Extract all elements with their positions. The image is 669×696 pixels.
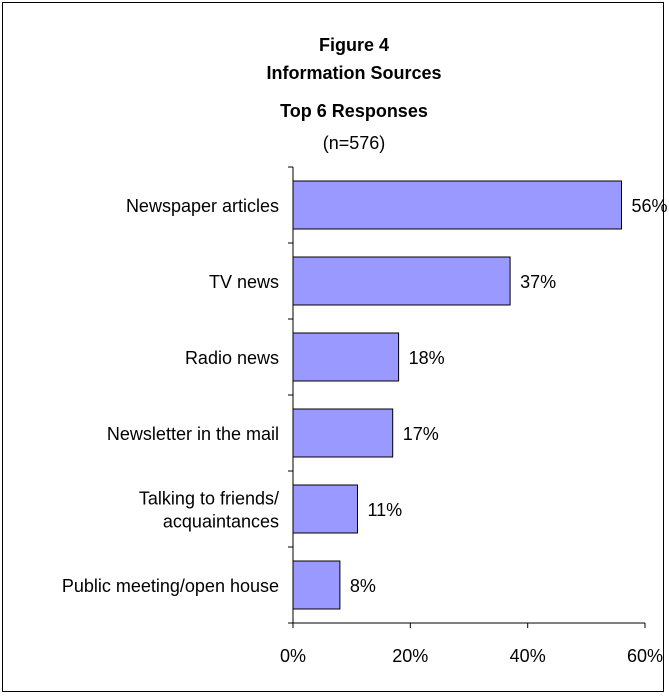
x-tick-label: 60%: [627, 646, 663, 666]
category-label: Newspaper articles: [126, 196, 279, 216]
data-label: 17%: [403, 424, 439, 444]
category-label: Radio news: [185, 348, 279, 368]
data-label: 18%: [409, 348, 445, 368]
bar: [292, 484, 358, 534]
bar: [292, 256, 511, 306]
bar: [292, 560, 341, 610]
data-label: 56%: [632, 196, 668, 216]
data-label: 11%: [368, 500, 403, 520]
category-label: TV news: [209, 272, 279, 292]
x-tick-label: 20%: [392, 646, 428, 666]
category-label: Talking to friends/: [139, 489, 279, 509]
x-tick-label: 40%: [510, 646, 546, 666]
category-label: Newsletter in the mail: [107, 424, 279, 444]
plot-area: Newspaper articles 56% TV news 37% Radio new…: [62, 166, 668, 666]
chart-subtitle: (n=576): [323, 133, 386, 153]
chart-title-line: Figure 4: [319, 35, 389, 55]
chart-title-line: Information Sources: [266, 63, 441, 83]
category-label: Public meeting/open house: [62, 576, 279, 596]
category-label: acquaintances: [163, 512, 279, 532]
bar: [292, 332, 400, 382]
data-label: 8%: [350, 576, 376, 596]
bar: [292, 408, 394, 458]
chart-title-line: Top 6 Responses: [280, 101, 428, 121]
data-label: 37%: [520, 272, 556, 292]
bar: [292, 180, 622, 230]
x-tick-label: 0%: [280, 646, 306, 666]
chart-title: Figure 4 Information Sources Top 6 Respo…: [266, 35, 441, 153]
